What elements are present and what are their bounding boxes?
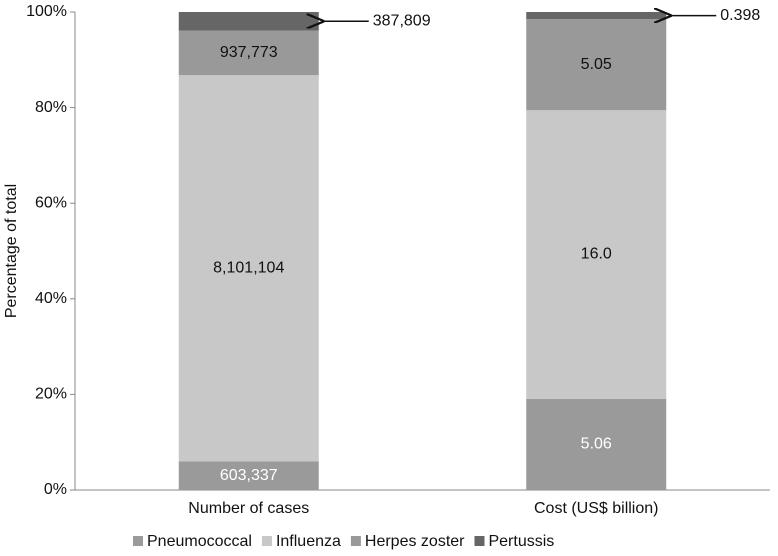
y-axis-title: Percentage of total [3,184,20,318]
data-label: 387,809 [373,12,431,29]
legend-swatch [350,536,361,546]
legend-label: Pneumococcal [147,533,252,550]
bar-segment [178,461,319,490]
data-label: 16.0 [581,246,612,263]
legend-label: Pertussis [488,533,554,550]
bar-segment [526,110,667,399]
legend-swatch [261,536,272,546]
y-tick-label: 0% [44,481,67,498]
data-label: 5.05 [581,56,612,73]
y-tick-label: 80% [35,99,67,116]
data-label: 0.398 [720,7,760,24]
legend-label: Herpes zoster [365,533,465,550]
y-tick-label: 40% [35,290,67,307]
legend-label: Influenza [276,533,341,550]
data-label: 937,773 [220,44,278,61]
bar-segment [178,75,319,462]
bar-segment [526,12,667,20]
bar-segment [526,19,667,111]
x-tick-label: Cost (US$ billion) [534,500,658,517]
data-label: 5.06 [581,436,612,453]
data-label: 8,101,104 [213,259,284,276]
legend-swatch [133,536,143,546]
bar-segment [178,12,319,31]
legend-swatch [474,536,485,546]
data-label: 603,337 [220,467,278,484]
bar-segment [178,30,319,76]
y-tick-label: 60% [35,194,67,211]
bar-segment [526,398,667,490]
y-tick-label: 20% [35,386,67,403]
x-tick-label: Number of cases [188,500,309,517]
y-tick-label: 100% [26,3,67,20]
